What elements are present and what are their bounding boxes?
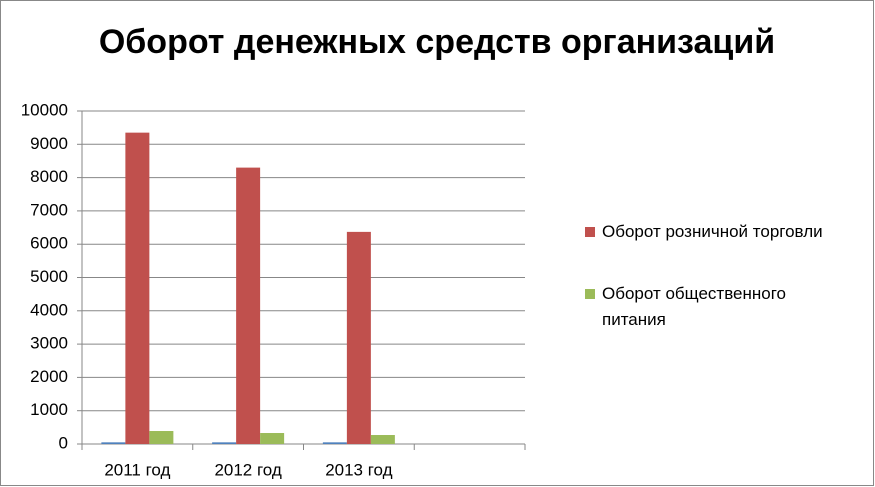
bar xyxy=(260,433,285,444)
y-tick-label: 2000 xyxy=(30,367,68,386)
y-tick-label: 6000 xyxy=(30,234,68,253)
y-tick-label: 9000 xyxy=(30,134,68,153)
y-tick-label: 5000 xyxy=(30,267,68,286)
x-tick-label: 2012 год xyxy=(214,460,281,479)
legend-swatch xyxy=(585,289,595,299)
legend-label: Оборот общественного питания xyxy=(602,284,786,329)
legend-label: Оборот розничной торговли xyxy=(602,222,823,241)
legend-swatch xyxy=(585,227,595,237)
bar xyxy=(212,442,237,444)
bar xyxy=(125,132,150,444)
x-tick-label: 2013 год xyxy=(325,460,392,479)
bar xyxy=(322,442,347,444)
y-tick-label: 10000 xyxy=(21,100,68,119)
bar xyxy=(101,442,126,444)
legend-item: Оборот розничной торговли xyxy=(583,219,863,245)
chart-title: Оборот денежных средств организаций xyxy=(99,23,775,61)
y-tick-label: 8000 xyxy=(30,167,68,186)
x-tick-label: 2011 год xyxy=(104,460,170,479)
bar xyxy=(370,435,395,444)
y-tick-label: 3000 xyxy=(30,334,68,353)
legend-item: Оборот общественного питания xyxy=(583,281,863,333)
bar xyxy=(346,231,371,444)
y-tick-label: 4000 xyxy=(30,300,68,319)
y-tick-label: 1000 xyxy=(30,400,68,419)
legend: Оборот розничной торговли Оборот обществе… xyxy=(583,219,863,369)
bar xyxy=(149,431,174,444)
y-tick-label: 7000 xyxy=(30,200,68,219)
bar xyxy=(236,167,261,445)
y-tick-label: 0 xyxy=(59,433,68,452)
